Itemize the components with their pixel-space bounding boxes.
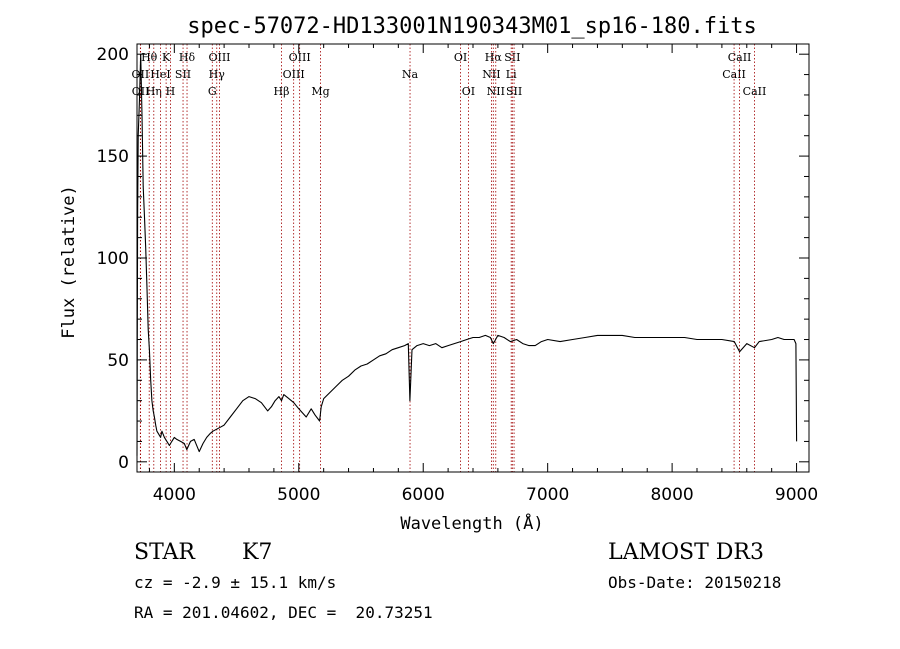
spectral-line-label: Mg xyxy=(311,85,329,98)
redshift-velocity: cz = -2.9 ± 15.1 km/s xyxy=(134,573,337,592)
y-axis: 0 50 100 150 200 xyxy=(97,45,809,473)
object-class: STAR xyxy=(134,540,195,565)
object-subclass: K7 xyxy=(242,540,273,565)
x-tick-label: 5000 xyxy=(277,485,320,505)
spectral-line-label: Hα xyxy=(485,51,503,64)
spectral-line-label: CaII xyxy=(743,85,767,98)
y-tick-label: 0 xyxy=(118,453,129,473)
y-tick-label: 200 xyxy=(97,45,129,65)
spectral-line-label: Li xyxy=(506,68,517,81)
observation-date: Obs-Date: 20150218 xyxy=(608,573,782,592)
spectral-line-label: NII xyxy=(482,68,500,81)
y-tick-label: 50 xyxy=(107,351,129,371)
spectral-line-label: CaII xyxy=(728,51,752,64)
spectral-line-label: SII xyxy=(504,51,520,64)
spectral-line-markers: OIIOIIHθHηHeIKHSIIHδGHγOIIIHβOIIIOIIIMgN… xyxy=(132,44,767,472)
x-tick-label: 4000 xyxy=(153,485,196,505)
spectral-line-label: SII xyxy=(506,85,522,98)
spectral-line-label: SII xyxy=(175,68,191,81)
survey-name: LAMOST DR3 xyxy=(608,540,764,565)
spectral-line-label: Hη xyxy=(146,85,162,98)
spectral-line-label: OII xyxy=(132,85,150,98)
spectral-line-label: HeI xyxy=(150,68,170,81)
spectral-line-label: CaII xyxy=(722,68,746,81)
spectral-line-label: Na xyxy=(402,68,419,81)
x-axis: 4000 5000 6000 7000 8000 9000 xyxy=(148,44,818,505)
spectral-line-label: OIII xyxy=(208,51,230,64)
spectral-line-label: OI xyxy=(462,85,475,98)
spectral-line-label: OIII xyxy=(283,68,305,81)
spectral-line-label: Hγ xyxy=(209,68,226,81)
spectral-line-label: H xyxy=(166,85,176,98)
x-tick-label: 6000 xyxy=(402,485,445,505)
y-tick-label: 100 xyxy=(97,249,129,269)
spectral-line-label: OI xyxy=(454,51,467,64)
spectral-line-label: Hθ xyxy=(141,51,158,64)
x-tick-label: 8000 xyxy=(650,485,693,505)
y-axis-label: Flux (relative) xyxy=(59,185,79,339)
x-axis-label: Wavelength (Å) xyxy=(400,512,543,534)
spectral-line-label: NII xyxy=(487,85,505,98)
x-tick-label: 9000 xyxy=(775,485,818,505)
spectral-line-label: G xyxy=(208,85,217,98)
spectral-line-label: Hδ xyxy=(179,51,196,64)
x-tick-label: 7000 xyxy=(526,485,569,505)
spectral-line-label: Hβ xyxy=(274,85,290,98)
spectrum-line xyxy=(136,53,798,456)
coordinates: RA = 201.04602, DEC = 20.73251 xyxy=(134,603,433,622)
y-tick-label: 150 xyxy=(97,147,129,167)
spectral-line-label: OIII xyxy=(289,51,311,64)
spectral-line-label: K xyxy=(162,51,171,64)
chart-title: spec-57072-HD133001N190343M01_sp16-180.f… xyxy=(187,14,757,39)
